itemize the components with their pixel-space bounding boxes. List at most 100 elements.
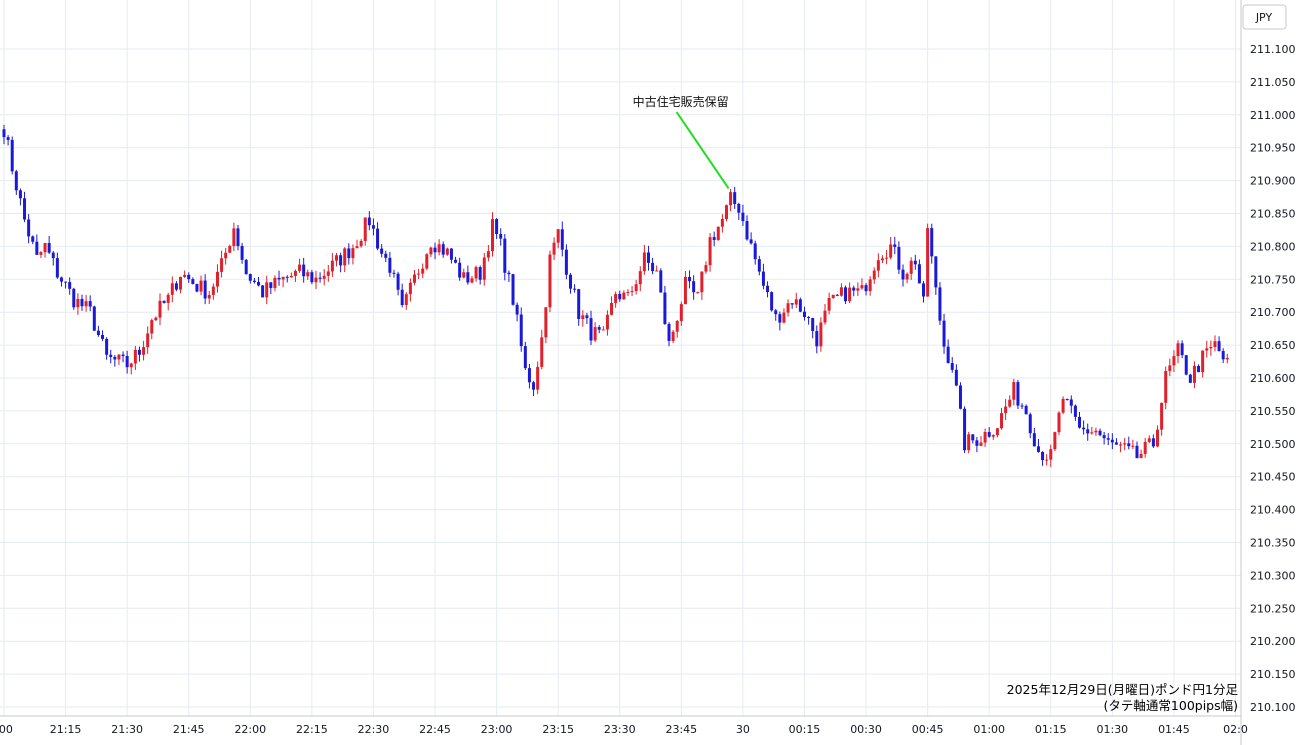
candle-body	[170, 283, 174, 295]
price-axis-panel[interactable]	[1241, 0, 1300, 745]
candle-body	[930, 228, 934, 257]
candle-body	[630, 291, 634, 293]
candle-body	[162, 300, 166, 303]
candle-body	[1114, 442, 1118, 445]
candle-body	[285, 276, 289, 278]
candle-body	[942, 320, 946, 347]
candle-body	[618, 293, 622, 300]
candle-body	[954, 369, 958, 386]
candles	[2, 124, 1229, 468]
candle-body	[1036, 446, 1040, 452]
candle-body	[975, 440, 979, 446]
candle-body	[277, 277, 281, 280]
candle-body	[831, 294, 835, 298]
candle-body	[778, 314, 782, 323]
candle-body	[507, 272, 511, 275]
candle-body	[519, 314, 523, 347]
candle-body	[322, 275, 326, 279]
candle-body	[490, 219, 494, 252]
candle-body	[64, 281, 68, 283]
y-tick-label: 210.400	[1250, 504, 1296, 517]
candle-body	[495, 219, 499, 235]
candle-body	[417, 273, 421, 275]
candle-body	[150, 320, 154, 334]
candle-body	[1012, 382, 1016, 400]
caption: 2025年12月29日(月曜日)ポンド円1分足 (タテ軸通常100pips幅)	[1007, 682, 1239, 713]
candle-body	[23, 198, 27, 220]
candle-body	[335, 255, 339, 261]
candle-body	[1164, 370, 1168, 403]
y-tick-label: 210.300	[1250, 569, 1296, 582]
candle-body	[445, 248, 449, 255]
candle-body	[880, 258, 884, 261]
candle-body	[1016, 382, 1020, 406]
candle-body	[39, 252, 43, 255]
candle-body	[1045, 459, 1049, 461]
candle-body	[540, 337, 544, 367]
candle-body	[355, 246, 359, 249]
x-tick-labels: :00 21:15 21:30 21:45 22:00 22:15 22:30 22:45 23…	[0, 723, 1248, 736]
candle-body	[199, 280, 203, 292]
grid	[0, 0, 1241, 716]
candle-body	[326, 271, 330, 276]
candle-body	[458, 262, 462, 278]
currency-badge[interactable]	[1242, 4, 1287, 30]
candle-body	[856, 288, 860, 291]
candle-body	[359, 241, 363, 247]
candle-body	[1086, 429, 1090, 434]
candle-body	[601, 329, 605, 331]
y-tick-label: 210.500	[1250, 438, 1296, 451]
x-tick-label: 21:15	[50, 723, 82, 736]
y-tick-label: 210.100	[1250, 701, 1296, 714]
candle-body	[224, 252, 228, 259]
candle-body	[462, 272, 466, 278]
candle-body	[926, 228, 930, 297]
candle-body	[1180, 343, 1184, 356]
x-tick-label: 01:45	[1158, 723, 1190, 736]
candle-body	[109, 354, 113, 357]
y-tick-label: 210.700	[1250, 306, 1296, 319]
candle-body	[614, 293, 618, 303]
candle-body	[80, 298, 84, 307]
candle-body	[827, 297, 831, 311]
candle-body	[511, 274, 515, 305]
candle-body	[663, 292, 667, 325]
y-tick-label: 210.850	[1250, 208, 1296, 221]
candle-body	[105, 338, 109, 355]
candle-body	[1053, 432, 1057, 450]
candle-body	[733, 192, 737, 204]
candle-body	[1156, 429, 1160, 447]
candle-body	[737, 203, 741, 213]
candle-body	[1028, 414, 1032, 434]
candle-body	[404, 294, 408, 306]
candle-body	[166, 294, 170, 303]
candle-body	[55, 258, 59, 278]
x-tick-label: 22:30	[358, 723, 390, 736]
candle-body	[958, 385, 962, 409]
x-tick-label: 23:30	[604, 723, 636, 736]
candle-body	[1188, 374, 1192, 383]
candle-body	[503, 238, 507, 273]
candle-body	[1000, 413, 1004, 429]
candle-body	[1065, 398, 1069, 400]
currency-label: JPY	[1255, 11, 1273, 24]
candle-body	[129, 363, 133, 368]
y-tick-label: 211.100	[1250, 43, 1296, 56]
y-tick-label: 210.600	[1250, 372, 1296, 385]
candle-body	[1135, 445, 1139, 459]
candle-body	[848, 287, 852, 302]
candle-body	[454, 259, 458, 263]
candle-body	[655, 270, 659, 272]
candle-body	[413, 274, 416, 283]
candle-body	[1168, 365, 1172, 371]
candle-body	[179, 276, 183, 290]
candle-body	[499, 234, 503, 239]
candle-body	[1024, 405, 1028, 415]
candle-body	[133, 349, 137, 364]
candle-body	[408, 282, 412, 295]
annotation-label: 中古住宅販売保留	[633, 94, 729, 109]
candle-body	[741, 212, 745, 222]
x-tick-label: 00:15	[789, 723, 821, 736]
candle-body	[232, 228, 236, 246]
